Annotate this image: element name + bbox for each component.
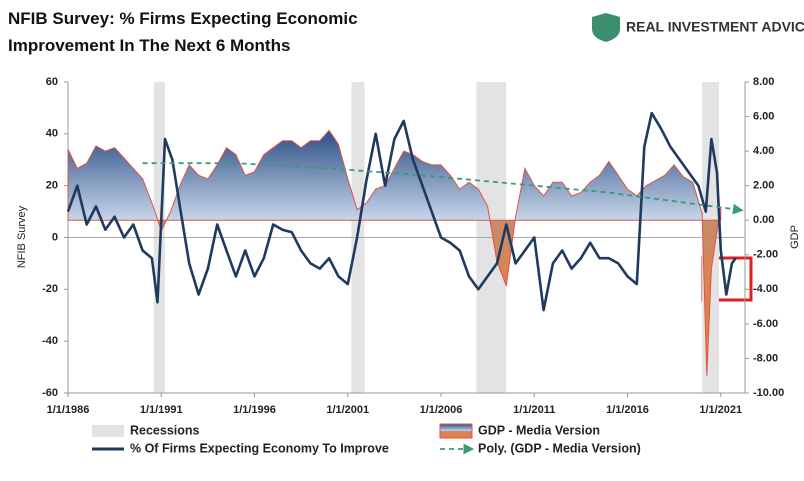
x-tick-label: 1/1/1986: [47, 404, 90, 416]
x-tick-label: 1/1/2001: [326, 404, 369, 416]
x-tick-label: 1/1/2021: [699, 404, 742, 416]
legend-label: Poly. (GDP - Media Version): [478, 441, 641, 455]
line: [66, 111, 737, 312]
y-tick-label: 60: [46, 76, 58, 88]
x-tick-label: 1/1/2016: [606, 404, 649, 416]
area: [67, 129, 722, 376]
y-tick-label: 0: [52, 231, 58, 243]
x-tick-label: 1/1/1996: [233, 404, 276, 416]
chart-title: NFIB Survey: % Firms Expecting Economic: [8, 9, 358, 28]
y2-tick-label: -2.00: [753, 249, 778, 261]
y2-tick-label: 6.00: [753, 110, 774, 122]
legend-label: Recessions: [130, 423, 200, 437]
legend-swatch: [439, 423, 473, 439]
y2-tick-label: 8.00: [753, 76, 774, 88]
y-tick-label: 40: [46, 128, 58, 140]
x-tick-label: 1/1/2006: [420, 404, 463, 416]
y-tick-label: -60: [42, 387, 58, 399]
y2-tick-label: 2.00: [753, 180, 774, 192]
y-tick-label: -20: [42, 283, 58, 295]
logo-icon: [592, 13, 620, 42]
brand: REAL INVESTMENT ADVICE: [626, 19, 804, 35]
y-axis-title: NFIB Survey: [16, 205, 28, 268]
y-tick-label: -40: [42, 335, 58, 347]
y2-tick-label: 4.00: [753, 145, 774, 157]
chart-title: Improvement In The Next 6 Months: [8, 36, 290, 55]
y2-tick-label: -8.00: [753, 352, 778, 364]
legend-label: % Of Firms Expecting Economy To Improve: [130, 441, 389, 455]
y2-tick-label: -6.00: [753, 318, 778, 330]
trend-line: [142, 162, 744, 215]
legend-swatch: [92, 425, 124, 437]
x-tick-label: 1/1/2011: [513, 404, 555, 416]
y2-axis-title: GDP: [789, 225, 801, 249]
y-tick-label: 20: [46, 180, 58, 192]
y2-tick-label: -4.00: [753, 283, 778, 295]
y2-tick-label: 0.00: [753, 214, 774, 226]
legend-label: GDP - Media Version: [478, 423, 600, 437]
y2-tick-label: -10.00: [753, 387, 784, 399]
x-tick-label: 1/1/1991: [140, 404, 183, 416]
